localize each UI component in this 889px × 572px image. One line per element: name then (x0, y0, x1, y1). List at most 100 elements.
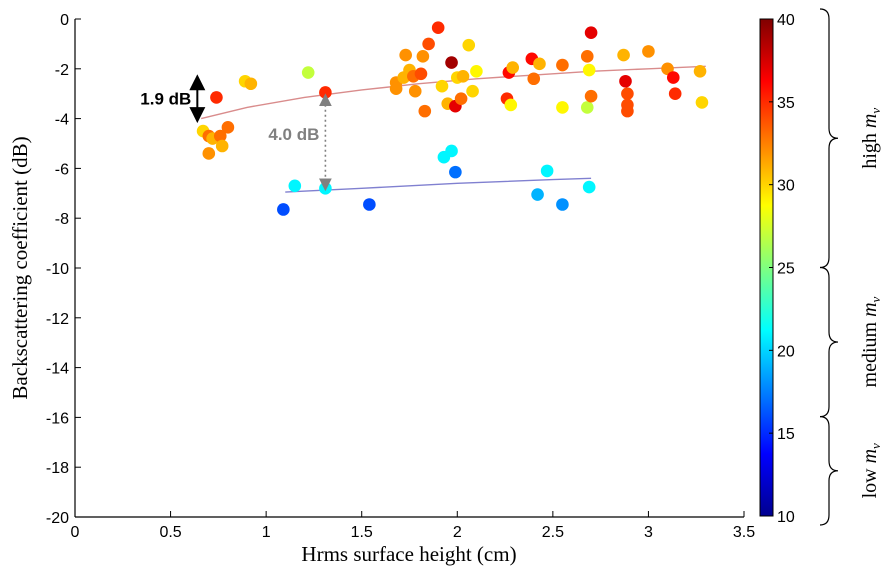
y-tick-label: -14 (46, 361, 69, 378)
x-tick-label: 3.5 (733, 524, 755, 541)
data-point (449, 165, 462, 179)
data-point (277, 203, 290, 216)
colorbar: 40 35 30 25 20 15 10 (759, 12, 795, 526)
group-label: low mv (859, 443, 883, 498)
colorbar-tick-label: 15 (777, 426, 795, 443)
annotation-label: 4.0 dB (268, 125, 319, 144)
data-point (531, 188, 544, 201)
data-point (418, 104, 432, 118)
data-point (431, 21, 445, 35)
data-point (617, 48, 630, 62)
data-point (215, 139, 229, 153)
data-point (202, 147, 216, 160)
y-tick-label: -18 (46, 460, 69, 477)
group-label-var: m (859, 449, 881, 463)
y-tick-label: -12 (46, 311, 69, 328)
data-point (456, 69, 470, 83)
data-point (319, 86, 332, 99)
data-point (506, 61, 520, 74)
data-point (580, 101, 594, 114)
data-point (399, 48, 412, 62)
data-point (319, 182, 332, 195)
x-tick-label: 1.5 (351, 524, 373, 541)
y-tick-label: -10 (46, 261, 69, 278)
data-point (462, 38, 476, 52)
x-tick-label: 2.5 (542, 524, 564, 541)
colorbar-tick-label: 30 (777, 178, 795, 195)
data-point (414, 67, 428, 81)
data-point (210, 91, 223, 104)
data-point (668, 87, 682, 100)
x-tick-label: 3 (644, 524, 653, 541)
data-point (454, 92, 468, 105)
data-point (582, 180, 596, 194)
data-point (301, 66, 315, 79)
data-point (435, 79, 449, 93)
data-point (584, 26, 598, 39)
data-point (621, 104, 634, 118)
y-tick-label: -16 (46, 410, 69, 427)
data-point (556, 58, 569, 72)
data-point (466, 84, 479, 98)
data-point (556, 101, 569, 114)
data-point (221, 121, 235, 134)
annotation-label: 1.9 dB (140, 90, 191, 109)
group-label: high mv (859, 108, 883, 169)
y-tick-label: -20 (46, 510, 69, 527)
data-point (288, 179, 302, 193)
group-label-main: high (859, 128, 881, 169)
colorbar-tick-label: 25 (777, 261, 795, 278)
y-axis-label: Backscattering coefficient (dB) (8, 136, 32, 399)
data-point (556, 198, 569, 211)
y-tick-label: -8 (55, 211, 69, 228)
group-label-sub: v (868, 108, 883, 114)
x-axis-label: Hrms surface height (cm) (301, 542, 516, 566)
data-point (642, 45, 655, 58)
data-point (213, 129, 227, 143)
group-brace (819, 266, 839, 418)
fit-line (200, 65, 706, 120)
colorbar-tick-label: 20 (777, 343, 795, 360)
y-tick-label: -6 (55, 161, 69, 178)
group-brace (819, 416, 839, 526)
data-point (408, 84, 422, 98)
data-point (582, 63, 596, 77)
data-point (540, 164, 554, 178)
group-label-var: m (859, 114, 881, 128)
data-point (363, 198, 376, 211)
annotations: 1.9 dB 4.0 dB (140, 74, 332, 192)
fit-line (285, 177, 592, 193)
y-tick-label: -4 (55, 112, 69, 129)
y-tick-label: -2 (55, 62, 69, 79)
data-point (445, 56, 458, 69)
data-point (389, 82, 403, 96)
group-label-sub: v (868, 296, 883, 302)
data-point (470, 64, 483, 78)
x-tick-label: 2 (453, 524, 462, 541)
data-points (196, 21, 709, 216)
group-label-var: m (859, 302, 881, 316)
group-label: medium mv (859, 296, 883, 387)
data-point (584, 89, 598, 103)
data-point (527, 72, 541, 86)
group-label-sub: v (868, 443, 883, 449)
x-tick-label: 1 (262, 524, 271, 541)
data-point (621, 87, 634, 100)
data-point (666, 71, 680, 84)
colorbar-ticks: 40 35 30 25 20 15 10 (769, 12, 795, 526)
data-point (695, 96, 709, 109)
data-point (693, 64, 707, 78)
y-ticks: 0 -2 -4 -6 -8 -10 -12 -14 -16 -18 -20 (46, 12, 81, 527)
fit-lines (200, 65, 706, 193)
data-point (504, 98, 518, 112)
group-label-main: low (859, 463, 881, 498)
data-point (416, 50, 430, 63)
x-ticks: 0 0.5 1 1.5 2 2.5 3 3.5 (71, 511, 755, 541)
colorbar-tick-label: 40 (777, 12, 795, 29)
colorbar-tick-label: 10 (777, 509, 795, 526)
data-point (533, 57, 546, 71)
data-point (244, 77, 258, 91)
colorbar-tick-label: 35 (777, 95, 795, 112)
